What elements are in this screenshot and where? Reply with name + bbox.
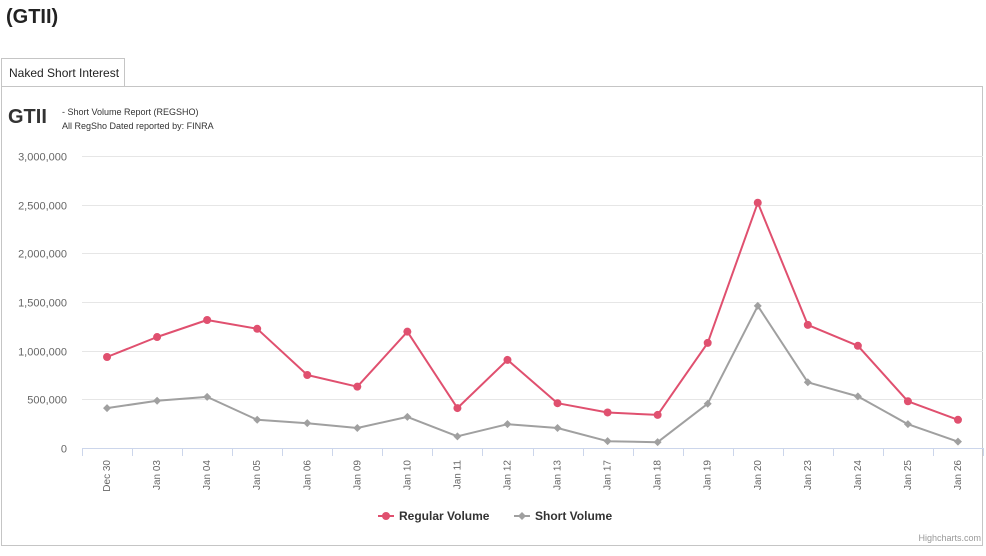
data-point[interactable] <box>203 316 212 325</box>
data-point[interactable] <box>953 437 962 446</box>
data-point[interactable] <box>353 424 362 433</box>
legend-item-regular-volume[interactable]: Regular Volume <box>378 509 490 523</box>
x-tick-label: Jan 13 <box>553 460 564 490</box>
series-short-volume <box>103 301 962 447</box>
data-point[interactable] <box>303 419 312 428</box>
series-layer <box>103 198 962 447</box>
data-point[interactable] <box>803 320 812 329</box>
data-point[interactable] <box>553 424 562 433</box>
data-point[interactable] <box>853 392 862 401</box>
data-point[interactable] <box>253 324 262 333</box>
y-tick-label: 2,000,000 <box>18 249 67 261</box>
x-tick-label: Jan 05 <box>252 460 263 490</box>
legend: Regular Volume Short Volume <box>378 509 612 523</box>
data-point[interactable] <box>653 438 662 447</box>
x-tick-label: Jan 26 <box>953 460 964 490</box>
x-tick-label: Jan 11 <box>452 460 463 490</box>
data-point[interactable] <box>403 327 412 336</box>
data-point[interactable] <box>703 338 712 347</box>
x-tick-label: Jan 17 <box>603 460 614 490</box>
tab-naked-short-interest[interactable]: Naked Short Interest <box>1 58 125 86</box>
x-tick-label: Jan 09 <box>352 460 363 490</box>
chart-subtitle-line2: All RegSho Dated reported by: FINRA <box>62 121 214 131</box>
data-point[interactable] <box>403 412 412 421</box>
x-tick-label: Dec 30 <box>102 460 113 492</box>
highcharts-credits-link[interactable]: Highcharts.com <box>918 533 981 543</box>
data-point[interactable] <box>503 420 512 429</box>
x-tick-label: Jan 06 <box>302 460 313 490</box>
x-tick-label: Jan 03 <box>152 460 163 490</box>
data-point[interactable] <box>603 437 612 446</box>
page-title: (GTII) <box>6 6 59 28</box>
data-point[interactable] <box>903 397 912 406</box>
legend-short-label: Short Volume <box>535 509 612 523</box>
chart-panel <box>1 86 983 546</box>
x-tick-label: Jan 04 <box>202 460 213 490</box>
data-point[interactable] <box>853 341 862 350</box>
y-tick-label: 1,500,000 <box>18 298 67 310</box>
y-tick-label: 500,000 <box>27 395 67 407</box>
data-point[interactable] <box>353 382 362 391</box>
data-point[interactable] <box>103 352 112 361</box>
data-point[interactable] <box>803 378 812 387</box>
chart-symbol: GTII <box>8 106 47 128</box>
y-tick-label: 1,000,000 <box>18 347 67 359</box>
series-regular-volume <box>103 198 962 424</box>
data-point[interactable] <box>453 432 462 441</box>
legend-item-short-volume[interactable]: Short Volume <box>514 509 612 523</box>
x-tick-label: Jan 12 <box>502 460 513 490</box>
data-point[interactable] <box>653 410 662 419</box>
legend-regular-marker <box>382 512 390 520</box>
y-tick-label: 0 <box>61 444 67 456</box>
data-point[interactable] <box>753 301 762 310</box>
series-line <box>106 201 959 421</box>
data-point[interactable] <box>153 396 162 405</box>
x-tick-label: Jan 20 <box>753 460 764 490</box>
data-point[interactable] <box>553 399 562 408</box>
x-tick-label: Jan 24 <box>853 460 864 490</box>
x-tick-label: Jan 18 <box>653 460 664 490</box>
x-axis-tick-labels: Dec 30 Jan 03 Jan 04 Jan 05 Jan 06 Jan 09 Jan … <box>82 448 984 492</box>
data-point[interactable] <box>303 371 312 379</box>
grid-lines <box>82 156 983 449</box>
data-point[interactable] <box>103 404 112 413</box>
data-point[interactable] <box>453 404 462 413</box>
legend-short-marker <box>518 512 526 520</box>
data-point[interactable] <box>203 392 212 401</box>
data-point[interactable] <box>953 415 962 424</box>
legend-regular-label: Regular Volume <box>399 509 490 523</box>
data-point[interactable] <box>253 415 262 424</box>
x-tick-label: Jan 25 <box>903 460 914 490</box>
data-point[interactable] <box>703 399 712 408</box>
y-axis-tick-labels: 0 500,000 1,000,000 1,500,000 2,000,000 2,500… <box>18 152 67 456</box>
data-point[interactable] <box>503 355 512 364</box>
x-tick-label: Jan 10 <box>402 460 413 490</box>
x-tick-label: Jan 19 <box>703 460 714 490</box>
data-point[interactable] <box>153 333 162 342</box>
data-point[interactable] <box>753 198 762 207</box>
y-tick-label: 3,000,000 <box>18 152 67 164</box>
data-point[interactable] <box>903 420 912 429</box>
y-tick-label: 2,500,000 <box>18 201 67 213</box>
series-line <box>106 304 959 444</box>
data-point[interactable] <box>603 408 612 417</box>
chart-subtitle-line1: - Short Volume Report (REGSHO) <box>62 107 199 117</box>
x-tick-label: Jan 23 <box>803 460 814 490</box>
